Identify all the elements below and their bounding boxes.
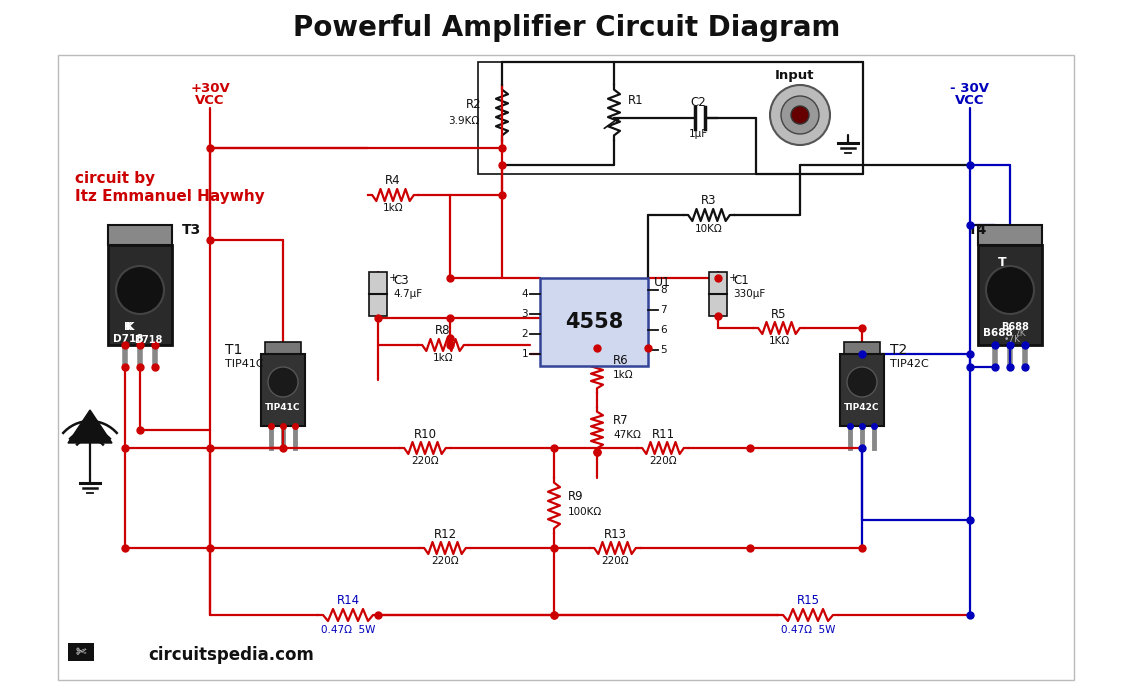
- Text: R9: R9: [568, 489, 584, 503]
- Text: +: +: [389, 273, 398, 283]
- Text: 100KΩ: 100KΩ: [568, 507, 602, 517]
- Text: R14: R14: [337, 595, 359, 607]
- Text: 0.47Ω  5W: 0.47Ω 5W: [781, 625, 835, 635]
- Text: +30V: +30V: [191, 82, 230, 94]
- Bar: [369, 272, 387, 316]
- Text: 220Ω: 220Ω: [431, 556, 459, 566]
- Text: 1kΩ: 1kΩ: [433, 353, 454, 363]
- Text: C1: C1: [733, 274, 748, 286]
- Text: 1kΩ: 1kΩ: [613, 370, 634, 380]
- Circle shape: [792, 106, 809, 124]
- Text: VCC: VCC: [195, 94, 225, 107]
- Text: ✄: ✄: [76, 646, 86, 658]
- Text: B688: B688: [983, 328, 1013, 338]
- Text: B688: B688: [1001, 322, 1029, 332]
- Circle shape: [781, 96, 819, 134]
- Bar: [108, 245, 172, 345]
- Text: 1kΩ: 1kΩ: [382, 203, 404, 213]
- Text: TIP42C: TIP42C: [844, 403, 880, 413]
- Text: D718: D718: [134, 335, 162, 345]
- Text: 7: 7: [660, 305, 667, 315]
- Text: 8: 8: [660, 285, 667, 295]
- Text: 3: 3: [522, 309, 528, 319]
- Text: TIP42C: TIP42C: [890, 359, 929, 369]
- Text: U1: U1: [654, 276, 671, 288]
- Text: 2: 2: [522, 329, 528, 339]
- Bar: [840, 354, 885, 426]
- Text: T1: T1: [225, 343, 243, 357]
- Text: 4.7μF: 4.7μF: [393, 289, 422, 299]
- Text: 5: 5: [660, 345, 667, 355]
- Circle shape: [770, 85, 830, 145]
- Text: R1: R1: [628, 94, 644, 107]
- Circle shape: [985, 266, 1034, 314]
- Bar: [709, 272, 727, 316]
- Polygon shape: [68, 410, 112, 443]
- Text: R12: R12: [433, 528, 457, 540]
- Bar: [108, 225, 172, 245]
- Text: T4: T4: [968, 223, 988, 237]
- Text: TIP41C: TIP41C: [225, 359, 263, 369]
- Text: 220Ω: 220Ω: [412, 456, 439, 466]
- Bar: [261, 354, 305, 426]
- Text: K
D718: K D718: [112, 322, 143, 344]
- Text: R6: R6: [613, 353, 628, 366]
- Circle shape: [847, 367, 877, 397]
- Text: R5: R5: [771, 308, 787, 320]
- Text: 4558: 4558: [565, 312, 623, 332]
- Text: R2: R2: [466, 98, 482, 112]
- Bar: [58, 55, 1074, 680]
- Bar: [844, 342, 880, 354]
- Text: 10KΩ: 10KΩ: [695, 224, 722, 234]
- Text: 1μF: 1μF: [688, 129, 708, 139]
- Text: R8: R8: [435, 325, 450, 338]
- Text: 6: 6: [660, 325, 667, 335]
- Text: 1KΩ: 1KΩ: [769, 336, 789, 346]
- Text: 0.47Ω  5W: 0.47Ω 5W: [321, 625, 375, 635]
- Text: 330μF: 330μF: [733, 289, 765, 299]
- Text: R15: R15: [796, 595, 820, 607]
- Text: - 30V: - 30V: [950, 82, 990, 94]
- Text: Powerful Amplifier Circuit Diagram: Powerful Amplifier Circuit Diagram: [294, 14, 840, 42]
- Text: R4: R4: [386, 174, 400, 188]
- Text: TIP41C: TIP41C: [265, 403, 301, 413]
- Text: Input: Input: [776, 68, 814, 82]
- Text: 1: 1: [522, 349, 528, 359]
- Text: circuitspedia.com: circuitspedia.com: [149, 646, 314, 664]
- Text: 220Ω: 220Ω: [601, 556, 629, 566]
- Text: R7: R7: [613, 413, 628, 426]
- Text: T3: T3: [181, 223, 201, 237]
- Bar: [540, 278, 648, 366]
- Text: C2: C2: [691, 96, 705, 108]
- Text: K: K: [126, 322, 134, 332]
- Text: R3: R3: [701, 195, 717, 207]
- Text: 4: 4: [522, 289, 528, 299]
- Bar: [479, 62, 863, 174]
- Bar: [265, 342, 301, 354]
- Text: Itz Emmanuel Haywhy: Itz Emmanuel Haywhy: [75, 188, 264, 204]
- Text: 47KΩ: 47KΩ: [613, 430, 641, 440]
- Bar: [978, 245, 1042, 345]
- Text: 3.9KΩ: 3.9KΩ: [448, 116, 480, 126]
- Text: VCC: VCC: [955, 94, 984, 107]
- Text: 7K: 7K: [1014, 329, 1026, 338]
- Circle shape: [268, 367, 298, 397]
- Text: +: +: [729, 273, 738, 283]
- Text: •7K: •7K: [1004, 334, 1021, 343]
- Text: T2: T2: [890, 343, 907, 357]
- Text: R10: R10: [414, 427, 437, 440]
- Text: R13: R13: [603, 528, 626, 540]
- Bar: [68, 643, 94, 661]
- Bar: [978, 225, 1042, 245]
- Text: T: T: [998, 256, 1006, 269]
- Text: 220Ω: 220Ω: [649, 456, 677, 466]
- Text: R11: R11: [651, 427, 675, 440]
- Text: circuit by: circuit by: [75, 170, 155, 186]
- Text: C3: C3: [393, 274, 408, 286]
- Circle shape: [116, 266, 164, 314]
